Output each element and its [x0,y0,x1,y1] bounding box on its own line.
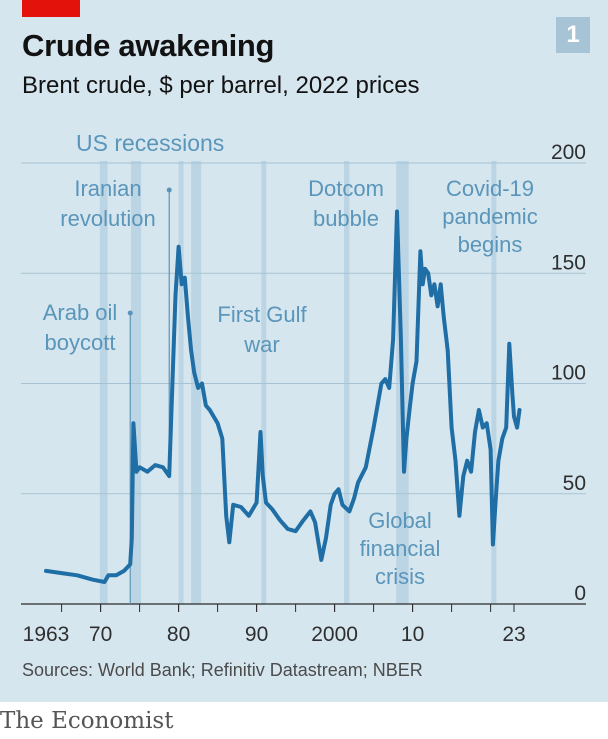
x-tick-label: 90 [245,623,268,646]
chart-number-badge: 1 [556,17,590,53]
chart-subtitle: Brent crude, $ per barrel, 2022 prices [22,72,420,99]
recession-band [261,161,267,604]
x-axis: 1963 70 80 90 2000 10 23 [23,604,526,646]
brand-red-tag [22,0,80,17]
y-tick-label: 150 [551,251,586,274]
annotation-global-financial-crisis: Global financial crisis [360,508,441,589]
sources-note: Sources: World Bank; Refinitiv Datastrea… [22,660,423,680]
chart-title: Crude awakening [22,28,275,63]
leader-dot [166,187,172,193]
recession-band [491,161,497,604]
x-tick-label: 23 [502,623,525,646]
recession-band [178,161,184,604]
series-layer [44,209,522,584]
brent-price-line [44,209,522,584]
annotation-iranian-revolution: Iranian revolution [60,176,155,231]
x-tick-label: 1963 [23,623,70,646]
y-tick-label: 100 [551,362,586,385]
y-tick-label: 0 [574,582,586,605]
y-axis-labels: 0 50 100 150 200 [551,141,586,605]
x-tick-label: 80 [167,623,190,646]
annotation-dotcom-bubble: Dotcom bubble [308,176,384,231]
recession-band [131,161,142,604]
recessions-label: US recessions [76,130,224,156]
annotation-covid-pandemic: Covid-19 pandemic begins [442,176,537,257]
annotation-first-gulf-war: First Gulf war [217,302,307,357]
x-tick-label: 70 [89,623,112,646]
y-tick-label: 200 [551,141,586,164]
recession-band [343,161,350,604]
x-tick-label: 2000 [311,623,358,646]
leader-dot [127,310,133,316]
recession-band [99,161,108,604]
y-tick-label: 50 [563,472,586,495]
brand-wordmark: The Economist [0,708,174,734]
annotation-arab-oil-boycott: Arab oil boycott [43,300,118,355]
annotation-labels: US recessions Arab oil boycott Iranian revol… [43,130,538,589]
x-tick-label: 10 [401,623,424,646]
